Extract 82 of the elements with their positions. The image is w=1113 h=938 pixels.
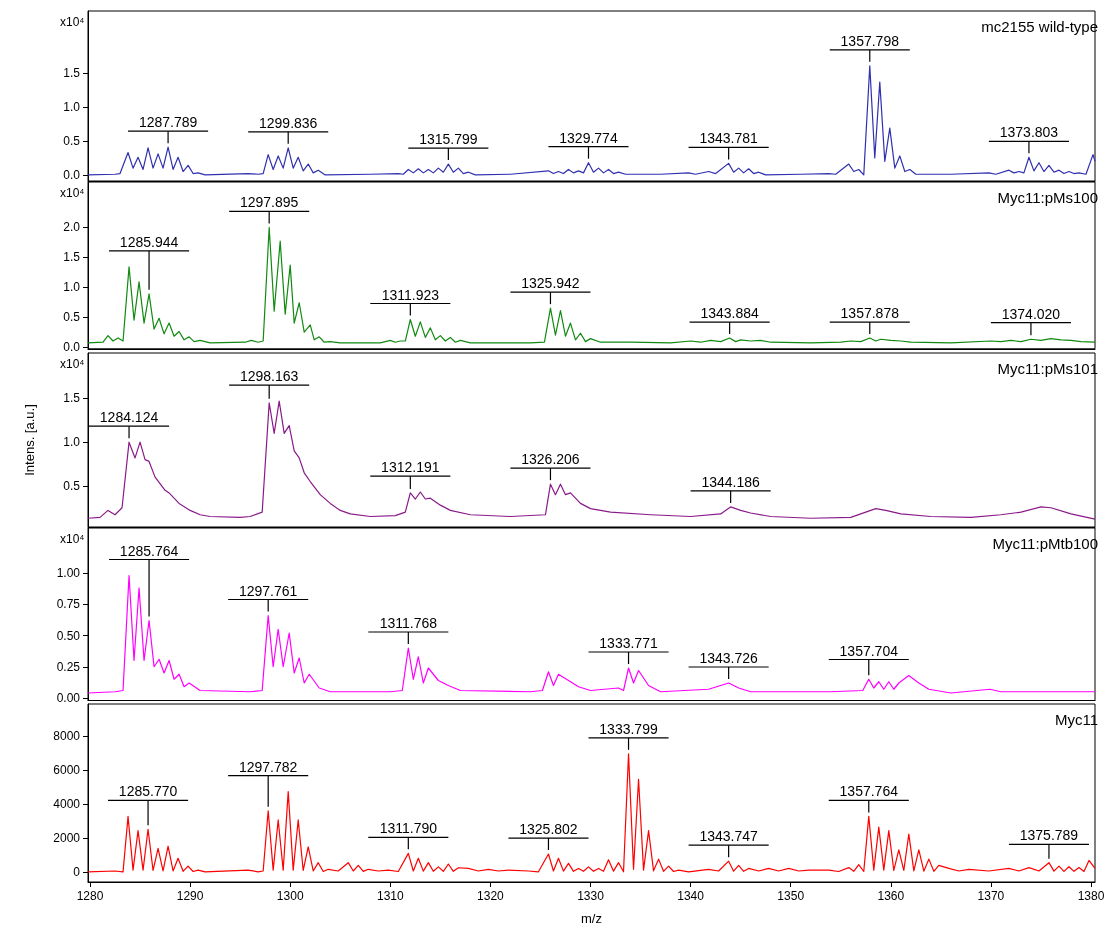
annotation: 1311.790 [379,820,438,837]
annotation: 1329.774 [559,129,618,146]
y-tick-label: 0 [73,864,81,879]
y-tick-label: 6000 [53,763,81,778]
annotation: 1375.789 [1019,827,1079,844]
annotation: 1344.186 [701,473,761,490]
line-series [87,65,1096,176]
annotation: 1297.895 [239,194,299,211]
y-tick-label: 1.0 [63,280,81,295]
y-tick-label: 0.5 [63,478,81,493]
annotation: 1299.836 [259,114,318,131]
annotation: 1357.798 [840,32,900,49]
annotation: 1311.768 [379,615,438,631]
annotation: 1285.944 [119,233,179,250]
annotation: 1284.124 [99,409,159,426]
y-tick-label: 0.0 [63,167,81,182]
annotation: 1343.747 [699,828,759,845]
annotation: 1343.781 [699,130,759,147]
y-tick-label: 2000 [53,830,81,845]
y-tick-label: 0.25 [56,659,81,674]
y-tick-label: 0.5 [63,134,81,149]
x-axis-title: m/z [581,911,602,926]
text: x10⁴ [60,532,85,546]
annotation: 1312.191 [381,459,440,476]
annotation: 1333.799 [599,720,658,737]
y-tick-label: 1.5 [63,250,81,265]
y-tick-label: 1.0 [63,100,81,115]
x-tick-label: 1310 [376,889,404,903]
annotation: 1285.764 [119,542,179,559]
y-tick-label: 2.0 [63,220,81,235]
x-tick-label: 1340 [677,889,705,903]
y-tick-label: 1.00 [56,566,81,580]
annotation: 1374.020 [1001,305,1061,322]
annotation: 1333.771 [599,635,658,651]
text: x10⁴ [60,357,85,371]
x-tick-label: 1280 [76,889,104,903]
annotation: 1343.726 [699,650,759,666]
y-tick-label: 0.75 [56,597,81,612]
line-series [87,753,1096,873]
text: Myc11 [1054,711,1099,728]
y-tick-label: 1.0 [63,435,81,450]
line-series [87,574,1096,694]
line-series [87,226,1096,344]
text: Myc11:pMs100 [997,189,1099,206]
annotation: 1298.163 [239,368,299,385]
text: x10⁴ [60,15,85,29]
annotation: 1357.704 [839,642,899,659]
annotation: 1357.878 [840,305,900,322]
annotation: 1311.923 [381,286,440,303]
y-tick-label: 1.5 [63,391,81,406]
annotation: 1297.761 [238,582,298,599]
annotation: 1343.884 [700,305,760,322]
y-tick-label: 4000 [53,797,81,812]
y-tick-label: 0.50 [56,628,81,643]
annotation: 1326.206 [521,451,580,468]
x-tick-label: 1330 [577,889,605,903]
y-tick-label: 0.5 [63,310,81,325]
x-tick-label: 1320 [477,889,505,903]
y-tick-label: 8000 [53,729,81,744]
x-tick-label: 1360 [877,889,905,903]
annotation: 1315.799 [419,131,478,148]
x-tick-label: 1300 [276,889,304,903]
y-axis-title: Intens. [a.u.] [22,404,37,476]
annotation: 1285.770 [118,783,178,800]
text: Myc11:pMs101 [997,360,1099,377]
line-series [87,400,1096,520]
text: x10⁴ [60,186,85,200]
x-tick-label: 1380 [1077,889,1105,903]
annotation: 1297.782 [238,758,298,775]
x-tick-label: 1290 [176,889,204,903]
annotation: 1325.942 [521,275,580,292]
y-tick-label: 0.0 [63,340,81,354]
text: mc2155 wild-type [981,18,1098,35]
y-tick-label: 1.5 [63,66,81,81]
text: Myc11:pMtb100 [992,535,1098,552]
annotation: 1357.764 [839,783,899,800]
annotation: 1287.789 [138,114,198,131]
annotation: 1373.803 [999,124,1059,141]
annotation: 1325.802 [519,821,578,838]
x-tick-label: 1350 [777,889,805,903]
y-tick-label: 0.00 [56,691,81,705]
x-tick-label: 1370 [977,889,1005,903]
